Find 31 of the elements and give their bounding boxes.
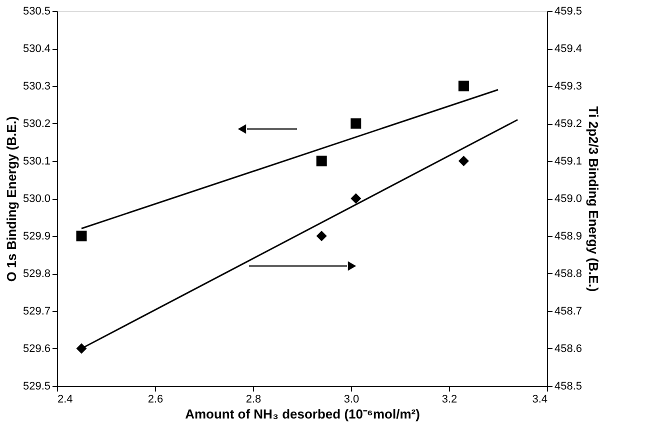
y2-tick-label: 458.5: [554, 380, 582, 392]
y-axis-title: O 1s Binding Energy (B.E.): [4, 116, 19, 282]
y-tick-label: 530.4: [22, 43, 50, 55]
x-tick-label: 3.0: [344, 394, 360, 406]
y2-tick-label: 459.0: [554, 193, 582, 205]
y2-tick-label: 459.1: [554, 156, 582, 168]
y2-tick-label: 458.7: [554, 306, 582, 318]
y-tick-label: 529.5: [22, 380, 50, 392]
y-tick-label: 530.5: [22, 6, 50, 18]
y2-axis-title: Ti 2p2/3 Binding Energy (B.E.): [586, 106, 602, 292]
y2-tick-label: 458.9: [554, 230, 582, 242]
y-tick-label: 529.9: [22, 230, 50, 242]
x-axis-title: Amount of NH₃ desorbed (10⁻⁶mol/m²): [185, 406, 420, 422]
y-tick-label: 530.2: [22, 118, 50, 130]
y-tick-label: 529.7: [22, 306, 50, 318]
y2-tick-label: 459.2: [554, 118, 582, 130]
y-tick-label: 530.3: [22, 80, 50, 92]
y-tick-label: 530.0: [22, 193, 50, 205]
x-tick-label: 2.4: [58, 394, 73, 406]
y-tick-label: 529.6: [22, 343, 50, 355]
y-tick-label: 530.1: [22, 156, 50, 168]
y2-tick-label: 459.5: [554, 6, 582, 18]
y2-tick-label: 459.4: [554, 43, 582, 55]
y2-tick-label: 458.6: [554, 343, 582, 355]
y-tick-label: 529.8: [22, 268, 50, 280]
x-tick-label: 2.8: [246, 394, 262, 406]
y2-tick-label: 459.3: [554, 80, 582, 92]
x-tick-label: 2.6: [148, 394, 164, 406]
y2-tick-label: 458.8: [554, 268, 582, 280]
x-tick-label: 3.2: [442, 394, 458, 406]
x-tick-label: 3.4: [532, 394, 548, 406]
